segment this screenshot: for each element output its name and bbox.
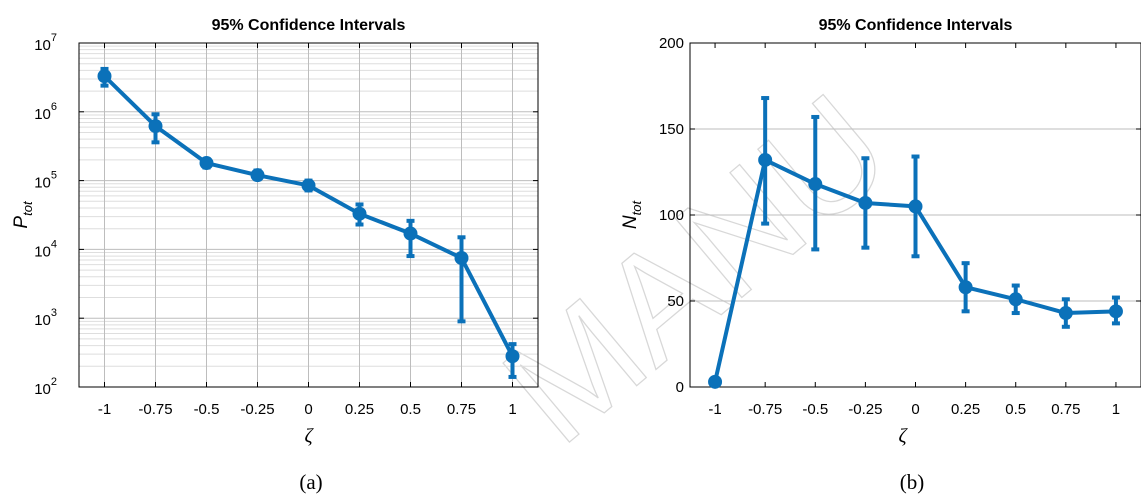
x-tick-label: -1 [98, 401, 111, 418]
y-tick-label: 105 [34, 170, 57, 192]
x-tick-label: 0 [911, 401, 919, 418]
ticks: -1 -0.75 -0.5 -0.25 0 0.25 0.5 0.75 1 0 50 100 150 20… [659, 35, 1141, 418]
data-point [250, 168, 265, 183]
x-tick-label: -0.5 [194, 401, 220, 418]
y-tick-label: 150 [659, 121, 684, 138]
data-point [301, 178, 316, 193]
y-tick-label: 200 [659, 35, 684, 52]
x-axis-label: ζ [898, 425, 908, 447]
chart-a: -1 -0.75 -0.5 -0.25 0 0.25 0.5 0.75 1 102 103 104 10… [11, 17, 539, 494]
chart-title: 95% Confidence Intervals [819, 17, 1013, 34]
data-point [454, 250, 469, 265]
y-axis-label: Ptot [11, 200, 35, 229]
x-tick-label: -0.25 [848, 401, 882, 418]
data-point [352, 206, 367, 221]
y-tick-label: 103 [34, 307, 57, 329]
chart-b: -1 -0.75 -0.5 -0.25 0 0.25 0.5 0.75 1 0 50 100 150 20… [620, 17, 1141, 494]
y-tick-label: 102 [34, 376, 57, 398]
x-tick-label: -0.75 [138, 401, 172, 418]
data-point [1008, 292, 1023, 307]
x-tick-label: -0.25 [240, 401, 274, 418]
data-point [758, 152, 773, 167]
ticks: -1 -0.75 -0.5 -0.25 0 0.25 0.5 0.75 1 102 103 104 10… [34, 32, 538, 418]
x-tick-label: -0.75 [748, 401, 782, 418]
data-point [97, 69, 112, 84]
panel-caption: (a) [299, 470, 322, 494]
x-tick-label: 1 [508, 401, 516, 418]
data-point [403, 226, 418, 241]
data-point [1108, 304, 1123, 319]
data-point [808, 177, 823, 192]
panel-caption: (b) [900, 470, 925, 494]
x-tick-label: -0.5 [802, 401, 828, 418]
y-axis-label: Ntot [620, 200, 644, 230]
x-tick-label: 0.5 [1005, 401, 1026, 418]
data-point [958, 280, 973, 295]
data-point [708, 374, 723, 389]
data-point [505, 349, 520, 364]
x-tick-label: 0.75 [1051, 401, 1080, 418]
data-point [1058, 306, 1073, 321]
grid [79, 42, 538, 388]
data-point [199, 156, 214, 171]
x-tick-label: 1 [1112, 401, 1120, 418]
x-tick-label: -1 [708, 401, 721, 418]
data-point [908, 199, 923, 214]
x-tick-label: 0.25 [345, 401, 374, 418]
y-tick-label: 50 [667, 293, 684, 310]
x-tick-label: 0.25 [951, 401, 980, 418]
x-axis-label: ζ [304, 425, 314, 447]
x-tick-label: 0.5 [400, 401, 421, 418]
x-tick-label: 0 [304, 401, 312, 418]
y-tick-label: 100 [659, 207, 684, 224]
chart-title: 95% Confidence Intervals [212, 17, 406, 34]
y-tick-label: 0 [676, 379, 684, 396]
x-tick-label: 0.75 [447, 401, 476, 418]
y-tick-label: 104 [34, 238, 57, 260]
series [97, 66, 520, 379]
series [708, 96, 1123, 389]
data-point [858, 195, 873, 210]
y-tick-label: 107 [34, 32, 57, 54]
data-point [148, 119, 163, 134]
y-tick-label: 106 [34, 101, 57, 123]
